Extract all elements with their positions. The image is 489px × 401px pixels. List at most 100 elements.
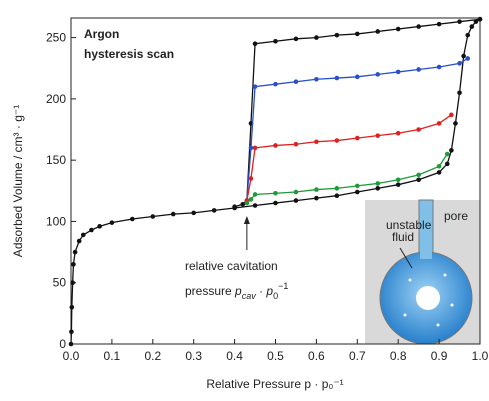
data-point bbox=[395, 130, 401, 136]
data-point bbox=[453, 121, 458, 126]
data-point bbox=[334, 138, 340, 143]
x-tick-label: 0.7 bbox=[349, 349, 366, 363]
data-point bbox=[477, 16, 483, 22]
neck-join bbox=[420, 245, 432, 259]
data-point bbox=[436, 64, 442, 70]
y-axis-label: Adsorbed Volume / cm³ · g⁻¹ bbox=[11, 105, 25, 257]
data-point bbox=[473, 19, 479, 24]
data-point bbox=[436, 21, 442, 27]
dot bbox=[403, 313, 407, 317]
data-point bbox=[375, 72, 381, 77]
data-point bbox=[293, 141, 299, 147]
data-point bbox=[355, 135, 360, 141]
data-point bbox=[436, 163, 442, 169]
data-point bbox=[449, 148, 454, 153]
data-point bbox=[80, 232, 86, 238]
data-point bbox=[248, 145, 254, 151]
data-point bbox=[461, 53, 466, 59]
data-point bbox=[97, 224, 102, 229]
data-point bbox=[89, 227, 94, 233]
annotation-part: · p bbox=[256, 284, 274, 298]
data-point bbox=[375, 186, 381, 191]
dot bbox=[450, 303, 454, 307]
data-point bbox=[130, 216, 135, 222]
data-point bbox=[355, 74, 360, 80]
data-point bbox=[375, 29, 381, 34]
series-line bbox=[246, 57, 469, 201]
x-tick-label: 0.8 bbox=[390, 349, 407, 363]
annotation-part: cav bbox=[242, 291, 257, 301]
data-point bbox=[70, 280, 75, 286]
data-point bbox=[273, 81, 278, 87]
data-point bbox=[150, 214, 156, 219]
fluid-label: fluid bbox=[392, 230, 414, 244]
annotation: pressure pcav · p0−1 bbox=[185, 281, 288, 301]
data-point bbox=[395, 177, 401, 183]
data-point bbox=[109, 220, 115, 225]
data-point bbox=[170, 211, 176, 217]
data-point bbox=[355, 31, 360, 37]
y-tick-label: 0 bbox=[59, 337, 66, 351]
data-point bbox=[416, 127, 421, 132]
data-point bbox=[314, 35, 319, 40]
x-tick-label: 0.3 bbox=[185, 349, 202, 363]
data-point bbox=[395, 182, 401, 187]
chart-title: hysteresis scan bbox=[84, 47, 174, 61]
data-point bbox=[334, 75, 340, 81]
y-tick-label: 250 bbox=[46, 31, 66, 45]
data-point bbox=[252, 145, 258, 151]
data-point bbox=[273, 143, 278, 148]
data-point bbox=[69, 304, 75, 310]
inset: unstable fluid pore bbox=[365, 199, 480, 345]
x-tick-label: 0.9 bbox=[431, 349, 448, 363]
dot bbox=[408, 278, 412, 282]
x-tick-label: 0.5 bbox=[267, 349, 284, 363]
annotation-part: p bbox=[234, 284, 242, 298]
data-point bbox=[469, 24, 475, 29]
data-point bbox=[314, 187, 319, 192]
dot bbox=[443, 273, 447, 277]
data-point bbox=[232, 204, 237, 210]
data-point bbox=[248, 197, 254, 202]
data-point bbox=[244, 200, 250, 206]
data-point bbox=[273, 38, 278, 44]
bubble bbox=[416, 286, 440, 310]
data-point bbox=[68, 341, 74, 347]
y-tick-label: 100 bbox=[46, 214, 66, 228]
x-tick-label: 1.0 bbox=[472, 349, 489, 363]
data-point bbox=[457, 19, 462, 24]
data-point bbox=[334, 186, 340, 191]
data-point bbox=[314, 195, 319, 201]
y-tick-label: 50 bbox=[53, 276, 67, 290]
pore-label: pore bbox=[444, 209, 468, 223]
data-point bbox=[252, 84, 258, 89]
data-point bbox=[416, 67, 421, 72]
arrow-head bbox=[243, 216, 250, 224]
data-point bbox=[314, 139, 319, 145]
data-point bbox=[416, 24, 421, 29]
data-point bbox=[457, 90, 462, 96]
data-point bbox=[211, 208, 217, 213]
data-point bbox=[252, 192, 258, 197]
data-point bbox=[355, 189, 360, 195]
annotation-part: −1 bbox=[278, 281, 288, 291]
data-point bbox=[465, 32, 471, 38]
data-point bbox=[444, 161, 450, 167]
data-point bbox=[355, 183, 360, 189]
data-point bbox=[465, 56, 471, 61]
x-tick-label: 0.0 bbox=[63, 349, 80, 363]
data-point bbox=[457, 61, 462, 66]
data-point bbox=[191, 210, 196, 216]
annotation-part: 0 bbox=[273, 291, 278, 301]
data-point bbox=[273, 190, 278, 196]
y-tick-label: 150 bbox=[46, 153, 66, 167]
data-point bbox=[314, 76, 319, 82]
data-point bbox=[240, 201, 246, 207]
data-point bbox=[449, 112, 454, 118]
x-axis-label: Relative Pressure p · p₀⁻¹ bbox=[206, 377, 343, 391]
data-point bbox=[436, 170, 442, 175]
data-point bbox=[293, 189, 299, 195]
data-point bbox=[334, 32, 340, 38]
